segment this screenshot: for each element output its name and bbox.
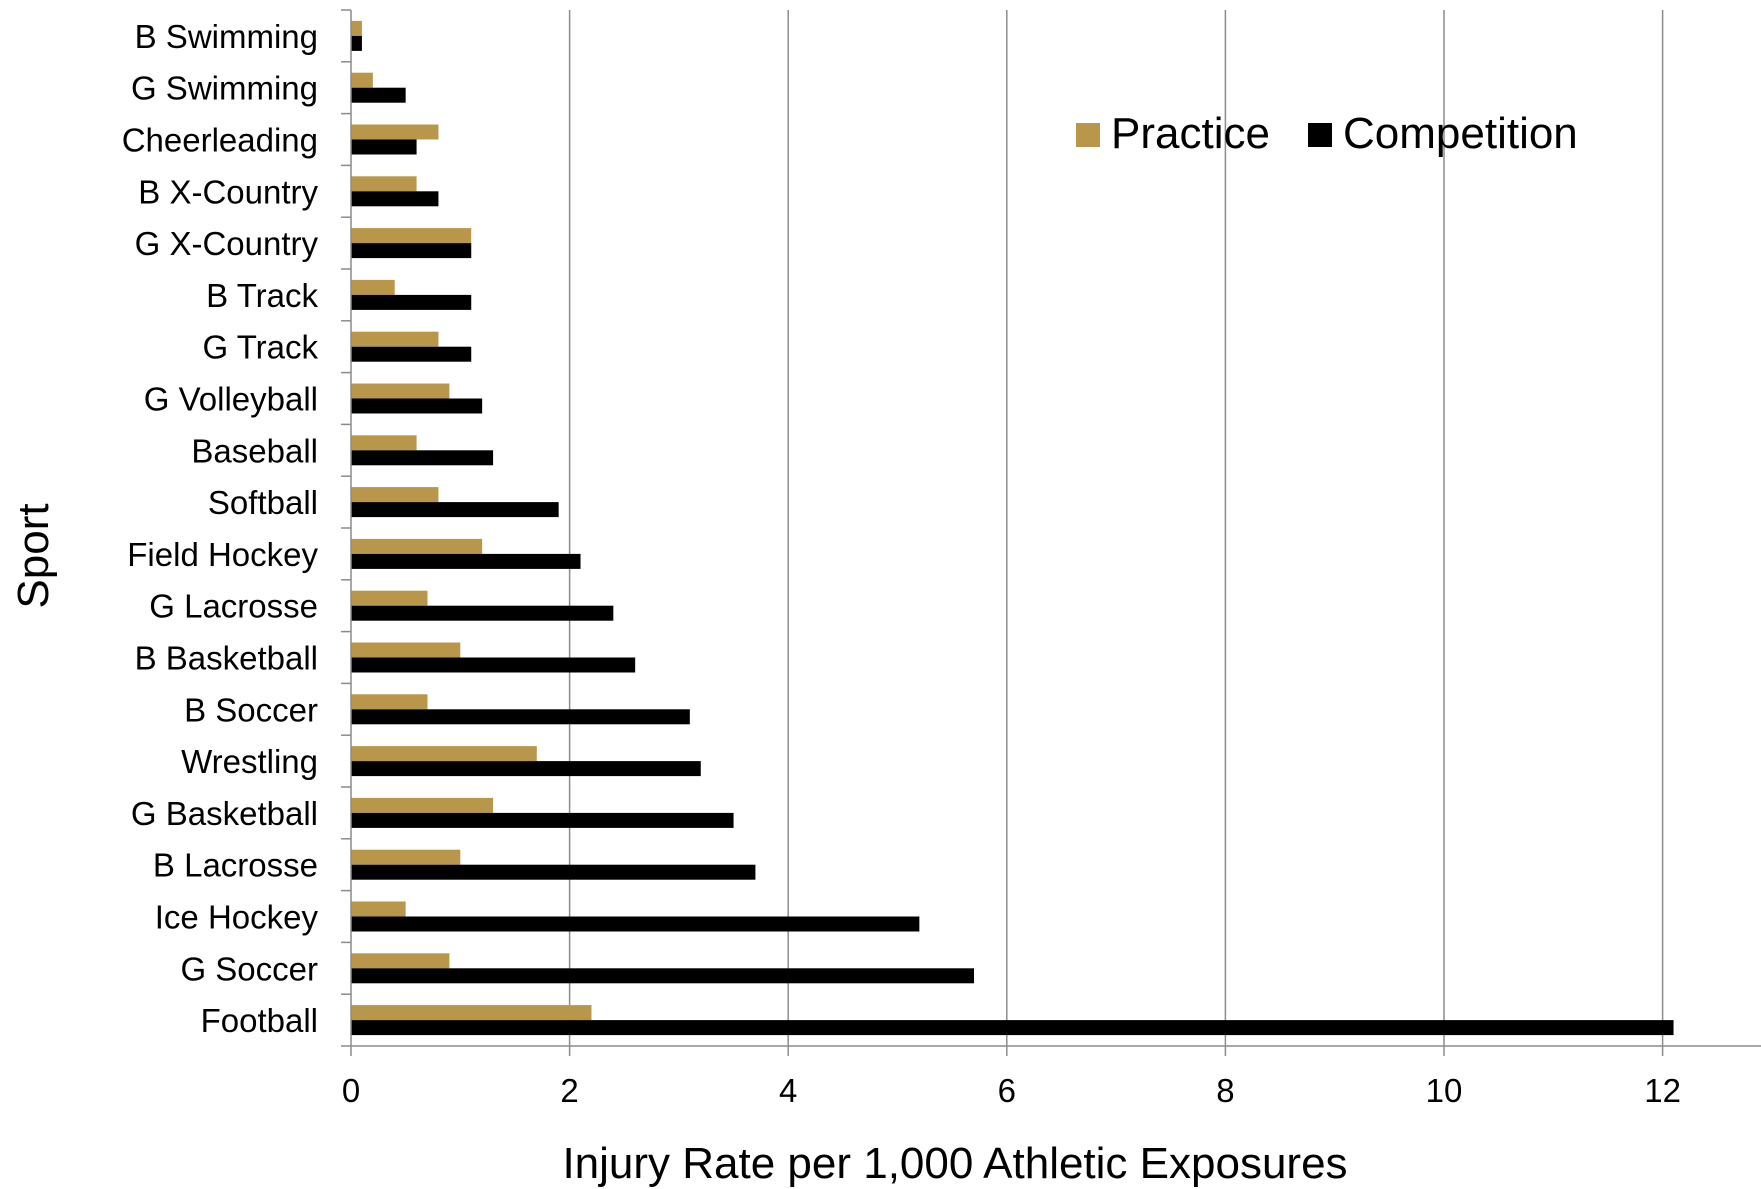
category-label-b-x-country: B X-Country [138, 173, 318, 210]
bar-competition-cheerleading [351, 139, 417, 155]
bar-competition-b-soccer [351, 709, 690, 725]
x-tick-label-6: 6 [998, 1072, 1016, 1109]
category-label-softball: Softball [208, 484, 318, 521]
x-tick-label-2: 2 [560, 1072, 578, 1109]
x-tick-label-10: 10 [1426, 1072, 1463, 1109]
y-axis-title: Sport [9, 503, 58, 608]
bar-practice-b-lacrosse [351, 849, 461, 865]
bar-practice-g-x-country [351, 228, 472, 244]
category-label-g-soccer: G Soccer [180, 950, 318, 987]
x-tick-label-0: 0 [342, 1072, 360, 1109]
category-label-g-volleyball: G Volleyball [144, 381, 318, 418]
bar-practice-g-lacrosse [351, 590, 428, 606]
bar-competition-baseball [351, 450, 494, 466]
category-label-g-x-country: G X-Country [135, 225, 319, 262]
bar-practice-g-volleyball [351, 383, 450, 399]
bar-competition-g-swimming [351, 87, 406, 103]
bar-competition-g-track [351, 346, 472, 362]
bar-competition-b-lacrosse [351, 864, 756, 880]
category-label-b-lacrosse: B Lacrosse [153, 847, 318, 884]
bar-competition-g-lacrosse [351, 605, 614, 621]
bar-practice-b-track [351, 279, 395, 295]
bar-practice-g-track [351, 331, 439, 347]
legend-label-practice: Practice [1111, 109, 1270, 158]
x-tick-label-4: 4 [779, 1072, 797, 1109]
category-label-b-basketball: B Basketball [135, 640, 318, 677]
legend-swatch-practice [1076, 123, 1100, 147]
x-axis-title: Injury Rate per 1,000 Athletic Exposures [562, 1139, 1347, 1188]
bar-practice-b-basketball [351, 642, 461, 658]
x-tick-labels: 0 2 4 6 8 10 12 [342, 1072, 1681, 1109]
category-label-g-basketball: G Basketball [131, 795, 318, 832]
category-label-ice-hockey: Ice Hockey [155, 899, 319, 936]
bar-practice-field-hockey [351, 538, 483, 554]
bar-competition-b-track [351, 294, 472, 310]
legend-label-competition: Competition [1343, 109, 1578, 158]
category-label-g-swimming: G Swimming [131, 70, 318, 107]
grid-lines [568, 10, 1664, 1046]
category-label-cheerleading: Cheerleading [122, 122, 318, 159]
x-tick-label-8: 8 [1216, 1072, 1234, 1109]
category-label-field-hockey: Field Hockey [127, 536, 318, 573]
bar-competition-g-basketball [351, 812, 734, 828]
category-label-b-soccer: B Soccer [184, 691, 318, 728]
bar-practice-g-basketball [351, 797, 494, 813]
bar-practice-b-soccer [351, 694, 428, 710]
category-label-baseball: Baseball [191, 432, 318, 469]
bar-competition-football [351, 1020, 1674, 1036]
category-labels: B Swimming G Swimming Cheerleading B X-Coun… [122, 18, 319, 1039]
category-label-wrestling: Wrestling [181, 743, 318, 780]
legend: Practice Competition [1076, 109, 1578, 158]
bar-practice-football [351, 1005, 592, 1021]
bar-competition-b-basketball [351, 657, 636, 673]
bar-competition-wrestling [351, 761, 701, 777]
category-label-b-swimming: B Swimming [135, 18, 318, 55]
bar-practice-g-soccer [351, 953, 450, 969]
bar-practice-b-swimming [351, 20, 362, 36]
category-label-football: Football [201, 1002, 318, 1039]
bar-competition-field-hockey [351, 553, 581, 569]
bar-practice-baseball [351, 435, 417, 451]
bar-competition-g-volleyball [351, 398, 483, 414]
bar-competition-g-x-country [351, 243, 472, 259]
bar-practice-ice-hockey [351, 901, 406, 917]
category-label-g-lacrosse: G Lacrosse [149, 588, 318, 625]
bar-practice-b-x-country [351, 176, 417, 192]
bar-competition-g-soccer [351, 968, 975, 984]
bars [351, 20, 1674, 1036]
bar-competition-b-swimming [351, 35, 362, 51]
bar-practice-wrestling [351, 746, 537, 762]
bar-competition-ice-hockey [351, 916, 920, 932]
bar-practice-softball [351, 487, 439, 503]
legend-swatch-competition [1308, 123, 1332, 147]
bar-competition-softball [351, 502, 559, 518]
category-label-b-track: B Track [206, 277, 318, 314]
x-tick-label-12: 12 [1644, 1072, 1681, 1109]
bar-practice-cheerleading [351, 124, 439, 140]
category-label-g-track: G Track [202, 329, 318, 366]
bar-practice-g-swimming [351, 72, 373, 88]
bar-competition-b-x-country [351, 191, 439, 207]
axes [341, 9, 1761, 1056]
